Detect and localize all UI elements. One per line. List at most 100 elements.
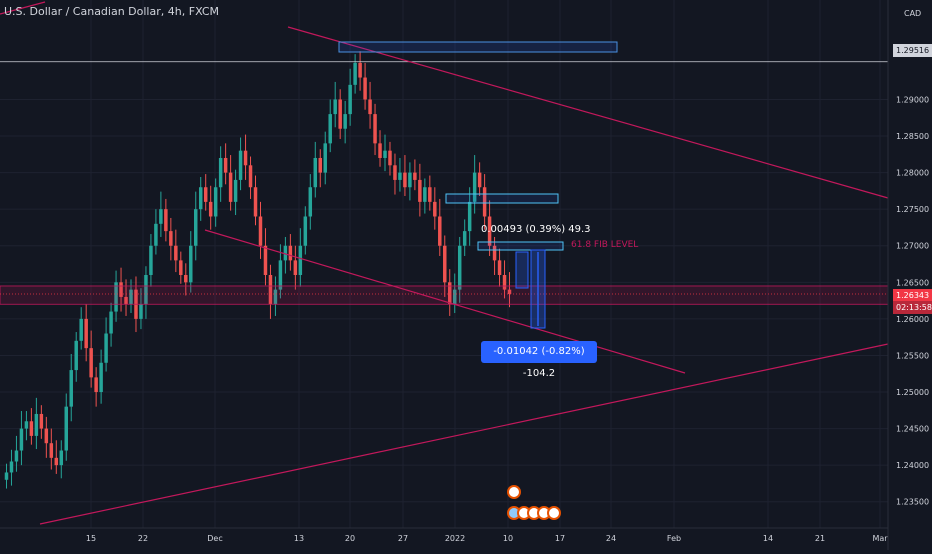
candle-body [34, 413, 39, 436]
top-zone-box [338, 41, 618, 53]
candle-body [333, 99, 337, 115]
candle-body [9, 461, 14, 473]
candle-body [189, 245, 193, 283]
price-axis: 1.29000 1.28500 1.28000 1.27500 1.27000 1.265… [887, 0, 929, 550]
candle-body [452, 289, 457, 305]
candle-body [79, 318, 83, 341]
candle-body [69, 370, 73, 407]
candle-body [423, 187, 427, 202]
candle-body [472, 172, 477, 202]
currency-label[interactable]: CAD [904, 9, 922, 18]
time-tick-label: 2022 [445, 534, 465, 543]
candle-body [184, 275, 188, 283]
candle-body [497, 260, 502, 275]
price-tick-label: 1.24000 [896, 461, 929, 470]
price-tick-label: 1.28500 [896, 132, 929, 141]
candle-body [487, 216, 492, 246]
time-axis: 15 22 Dec 13 20 27 2022 10 17 24 Feb 14 21 Mar [0, 527, 888, 543]
price-tick-label: 1.24500 [896, 425, 929, 434]
measure-up-box [515, 251, 529, 289]
candles [4, 51, 512, 489]
economic-event-icon [547, 506, 561, 520]
candle-body [353, 62, 357, 85]
price-tick-label: 1.27500 [896, 205, 929, 214]
candle-body [328, 114, 332, 144]
candle-body [39, 413, 44, 429]
candle-body [54, 457, 59, 466]
candle-body [159, 209, 163, 224]
candle-body [428, 187, 432, 202]
candle-body [358, 62, 362, 78]
candle-body [44, 428, 49, 444]
price-tick-label: 1.26500 [896, 278, 929, 287]
candle-body [443, 245, 447, 283]
symbol-name: U.S. Dollar / Canadian Dollar [4, 5, 161, 18]
candle-body [482, 187, 487, 217]
candle-body [308, 187, 313, 217]
candle-body [268, 275, 273, 305]
time-tick-label: Mar [872, 534, 888, 543]
candle-body [502, 275, 507, 290]
candle-body [278, 260, 283, 290]
corner-trendline [0, 1, 46, 15]
time-tick-label: 13 [294, 534, 304, 543]
candle-body [288, 245, 293, 261]
candle-body [104, 333, 108, 363]
candle-body [323, 143, 327, 173]
drawing-overlays [0, 1, 889, 525]
time-tick-label: 24 [606, 534, 616, 543]
time-tick-label: 22 [138, 534, 148, 543]
time-tick-label: Dec [207, 534, 222, 543]
candle-body [49, 443, 54, 458]
fib-zone-box [477, 241, 564, 251]
measure-down-label: -0.01042 (-0.82%) -104.2 [481, 341, 597, 379]
upper-trendline [287, 26, 889, 199]
canada-flag-icon [507, 485, 521, 499]
long-trendline [39, 343, 889, 525]
grid-lines [0, 0, 888, 528]
candle-body [373, 114, 377, 144]
candle-body [303, 216, 308, 246]
price-tick-label: 1.28000 [896, 169, 929, 178]
horizontal-line-price-tag: 1.29516 [893, 44, 932, 57]
candle-body [164, 209, 168, 232]
price-tick-label: 1.29000 [896, 95, 929, 104]
candle-body [368, 99, 372, 115]
measure-up-label: 0.00493 (0.39%) 49.3 [481, 224, 591, 235]
candle-body [343, 114, 347, 129]
last-price-tag: 1.26343 [893, 289, 932, 302]
candle-body [19, 428, 24, 451]
time-tick-label: 14 [763, 534, 773, 543]
candle-body [114, 282, 118, 312]
candle-body [174, 245, 178, 261]
candle-body [169, 231, 173, 246]
mid-zone-box [445, 193, 559, 204]
candle-body [448, 282, 452, 305]
candle-body [418, 179, 422, 202]
time-tick-label: 21 [815, 534, 825, 543]
candle-body [348, 84, 352, 115]
candle-body [283, 245, 288, 261]
candle-body [388, 150, 392, 166]
candle-body [338, 99, 342, 129]
candle-body [203, 187, 208, 202]
candle-body [208, 201, 213, 217]
candle-body [233, 179, 238, 202]
time-tick-label: 27 [398, 534, 408, 543]
title-separator: , [181, 5, 189, 18]
candle-body [313, 157, 318, 188]
candle-body [403, 172, 407, 188]
candle-body [213, 187, 218, 217]
candle-body [393, 165, 397, 180]
time-tick-label: Feb [667, 534, 681, 543]
candle-body [194, 209, 198, 246]
price-tick-label: 1.25000 [896, 388, 929, 397]
timeframe-label[interactable]: 4h [167, 5, 182, 18]
candle-body [457, 245, 462, 290]
candle-body [179, 260, 183, 275]
candle-body [119, 282, 123, 297]
candle-body [383, 150, 387, 158]
candle-body [4, 472, 9, 480]
